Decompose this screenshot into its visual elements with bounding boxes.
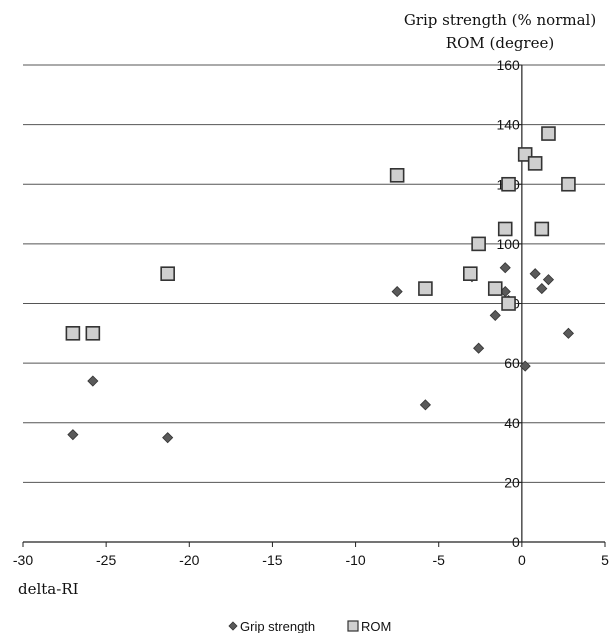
y-tick-label: 20 bbox=[504, 474, 520, 490]
grip-strength-point bbox=[542, 274, 555, 286]
x-tick-labels: -30 -25 -20 -15 -10 -5 0 5 bbox=[13, 552, 609, 568]
grip-strength-point bbox=[473, 342, 485, 354]
y-tick-label: 160 bbox=[496, 57, 520, 73]
chart-title-line-1: Grip strength (% normal) bbox=[404, 11, 596, 29]
grip-strength-point bbox=[489, 309, 501, 321]
rom-point bbox=[541, 126, 556, 141]
gridlines bbox=[23, 64, 605, 483]
legend-grip-strength-marker bbox=[228, 621, 238, 631]
grip-strength-point bbox=[519, 360, 531, 372]
y-tick-label: 140 bbox=[496, 117, 520, 133]
grip-strength-point bbox=[67, 429, 79, 441]
rom-point bbox=[471, 236, 486, 252]
rom-point bbox=[160, 266, 175, 281]
legend: Grip strength ROM bbox=[228, 619, 391, 633]
y-tick-label: 60 bbox=[504, 355, 520, 371]
grip-strength-point bbox=[536, 283, 548, 295]
grip-strength-point bbox=[529, 268, 541, 280]
rom-point bbox=[418, 281, 433, 296]
x-tick-label: -20 bbox=[179, 552, 199, 568]
rom-point bbox=[534, 221, 550, 237]
rom-point bbox=[497, 221, 513, 237]
y-tick-label: 40 bbox=[504, 415, 520, 431]
legend-rom-marker bbox=[347, 620, 359, 632]
x-tick-label: 5 bbox=[601, 552, 609, 568]
grip-strength-point bbox=[499, 262, 511, 274]
rom-point bbox=[527, 156, 543, 171]
x-tick-label: -30 bbox=[13, 552, 33, 568]
y-tick-label: 100 bbox=[496, 236, 520, 252]
rom-point bbox=[463, 266, 478, 281]
grip-strength-point bbox=[562, 327, 574, 339]
rom-point bbox=[487, 281, 503, 296]
x-axis-label: delta-RI bbox=[18, 580, 79, 598]
grip-strength-point bbox=[162, 432, 174, 444]
grip-strength-point bbox=[87, 375, 99, 387]
grip-strength-point bbox=[419, 399, 431, 411]
rom-point bbox=[65, 326, 81, 341]
rom-point bbox=[389, 168, 405, 183]
axes bbox=[22, 64, 606, 547]
grip-strength-point bbox=[391, 286, 403, 298]
x-tick-label: -5 bbox=[432, 552, 445, 568]
x-tick-label: -10 bbox=[345, 552, 365, 568]
legend-grip-strength-label: Grip strength bbox=[240, 619, 315, 633]
rom-point bbox=[561, 176, 576, 192]
x-tick-label: -15 bbox=[262, 552, 282, 568]
chart-title-line-2: ROM (degree) bbox=[446, 34, 554, 52]
rom-point bbox=[501, 296, 516, 311]
rom-point bbox=[85, 326, 101, 341]
rom-point bbox=[501, 176, 516, 192]
data-points bbox=[65, 126, 576, 444]
legend-rom-label: ROM bbox=[361, 619, 391, 633]
x-tick-label: -25 bbox=[96, 552, 116, 568]
x-tick-label: 0 bbox=[518, 552, 526, 568]
